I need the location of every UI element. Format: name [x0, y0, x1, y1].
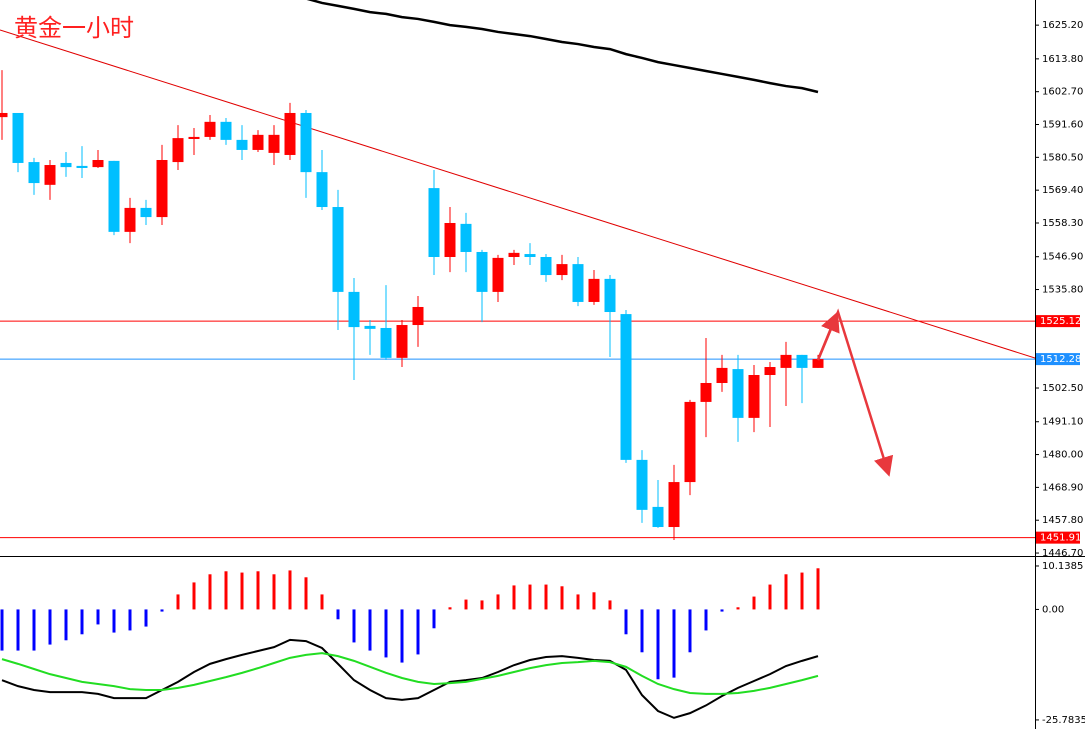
y-tick-label: 1602.70 [1042, 87, 1083, 98]
candle-body [252, 134, 264, 150]
candle-body [604, 278, 616, 313]
candle-body [380, 327, 392, 358]
y-tick-label: 1502.50 [1042, 383, 1083, 394]
candle-body [732, 369, 744, 418]
y-tick-label: 1569.40 [1042, 185, 1083, 196]
candle-body [396, 325, 408, 358]
candle-body [428, 188, 440, 258]
candle-body [172, 138, 184, 163]
candle-body [236, 139, 248, 150]
level-label-box [1036, 315, 1080, 328]
candle-body [812, 359, 824, 368]
candle-body [748, 375, 760, 418]
candle-body [140, 207, 152, 218]
y-tick-label: 1591.60 [1042, 120, 1083, 131]
candle-body [12, 112, 24, 163]
candle-body [524, 254, 536, 258]
candle-body [700, 382, 712, 402]
candle-body [652, 506, 664, 528]
candle-body [124, 207, 136, 232]
candle-body [156, 159, 168, 218]
candle-body [204, 121, 216, 137]
candle-body [300, 112, 312, 173]
candle-body [460, 223, 472, 252]
candle-body [492, 257, 504, 292]
y-tick-label: 1546.90 [1042, 252, 1083, 263]
candle-body [220, 121, 232, 140]
trend-line [0, 29, 1035, 359]
candle-body [508, 252, 520, 258]
candle-body [572, 264, 584, 302]
candle-body [284, 112, 296, 155]
candle-body [60, 162, 72, 168]
candle-body [28, 162, 40, 184]
chart-title: 黄金一小时 [14, 14, 134, 42]
moving-average [306, 0, 819, 94]
level-label-box [1036, 531, 1080, 544]
candle-body [108, 160, 120, 232]
candle-body [268, 134, 280, 153]
y-tick-label: 1446.70 [1042, 548, 1083, 559]
candle-body [476, 251, 488, 292]
candle-body [92, 159, 104, 168]
level-label: 1525.12 [1040, 316, 1081, 327]
y-tick-label: 1580.50 [1042, 152, 1083, 163]
level-label: 1451.91 [1040, 533, 1081, 544]
level-label-box [1036, 353, 1080, 366]
y-tick-label: 1457.80 [1042, 515, 1083, 526]
candle-body [780, 354, 792, 368]
candle-body [668, 482, 680, 528]
y-tick-label: 1480.00 [1042, 450, 1083, 461]
forecast-arrow-up [816, 311, 840, 361]
candle-body [332, 207, 344, 292]
candle-body [44, 165, 56, 185]
candle-body [556, 264, 568, 276]
axis-labels: 1625.20 1613.80 1602.70 1591.60 1580.50 1569.… [1035, 20, 1085, 726]
price-pane [0, 0, 1035, 541]
candle-body [364, 325, 376, 329]
y-tick-label: 1625.20 [1042, 20, 1083, 31]
candle-body [316, 172, 328, 208]
y-tick-label: -25.7835 [1042, 715, 1085, 726]
candle-body [76, 165, 88, 168]
candle-body [0, 112, 8, 118]
indicator-line [1, 652, 819, 695]
indicator-pane [0, 568, 820, 719]
candle-body [348, 291, 360, 328]
y-tick-label: 1491.10 [1042, 417, 1083, 428]
candle-body [636, 459, 648, 510]
candle-body [796, 354, 808, 368]
indicator-line [1, 638, 819, 719]
y-tick-label: 1558.30 [1042, 218, 1083, 229]
candle-body [588, 278, 600, 302]
y-tick-label: 10.1385 [1042, 561, 1083, 572]
candle-body [764, 367, 776, 376]
candle-body [684, 401, 696, 483]
candle-body [188, 136, 200, 139]
y-tick-label: 1468.90 [1042, 482, 1083, 493]
candle-body [412, 306, 424, 326]
candle-body [540, 257, 552, 276]
y-tick-label: 1535.80 [1042, 285, 1083, 296]
candle-body [444, 222, 456, 258]
y-tick-label: 0.00 [1042, 604, 1064, 615]
candle-body [716, 367, 728, 383]
level-label: 1512.28 [1040, 354, 1081, 365]
y-tick-label: 1613.80 [1042, 54, 1083, 65]
candle-body [620, 314, 632, 460]
